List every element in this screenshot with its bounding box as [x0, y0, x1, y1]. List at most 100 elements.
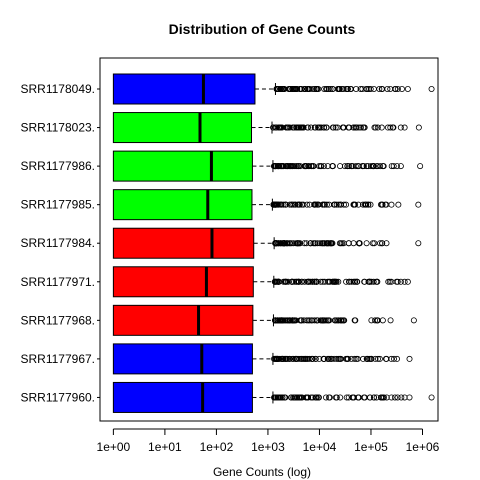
box	[112, 112, 253, 144]
outlier-point	[363, 201, 370, 208]
outlier-point	[343, 355, 350, 362]
outlier-point	[286, 201, 293, 208]
outlier-point	[368, 278, 375, 285]
outlier-point	[351, 355, 358, 362]
outlier-point	[282, 278, 289, 285]
outlier-point	[297, 240, 304, 247]
outlier-point	[391, 355, 398, 362]
outlier-point	[311, 86, 318, 93]
outlier-point	[281, 240, 288, 247]
outlier-point	[273, 278, 280, 285]
outlier-point	[295, 124, 302, 131]
outlier-point	[315, 124, 322, 131]
outlier-point	[397, 278, 404, 285]
outlier-point	[384, 86, 391, 93]
outlier-point	[309, 317, 316, 324]
outlier-point	[385, 278, 392, 285]
outlier-point	[303, 355, 310, 362]
outlier-point	[383, 394, 390, 401]
outlier-point	[377, 163, 384, 170]
outlier-point	[401, 394, 408, 401]
x-tick-label: 1e+06	[406, 440, 440, 454]
chart-title: Distribution of Gene Counts	[169, 21, 356, 37]
outlier-point	[332, 124, 339, 131]
outlier-point	[298, 278, 305, 285]
x-axis-label: Gene Counts (log)	[213, 465, 311, 479]
outlier-point	[271, 278, 278, 285]
outlier-point	[367, 86, 374, 93]
outlier-point	[347, 86, 354, 93]
outlier-point	[306, 201, 313, 208]
outlier-point	[395, 201, 402, 208]
outlier-point	[319, 201, 326, 208]
box	[112, 73, 256, 105]
outlier-point	[309, 394, 316, 401]
outlier-point	[387, 86, 394, 93]
outlier-point	[309, 355, 316, 362]
outlier-point	[301, 163, 308, 170]
outlier-point	[323, 86, 330, 93]
outlier-point	[391, 394, 398, 401]
outlier-point	[363, 86, 370, 93]
outlier-point-max	[406, 355, 413, 362]
outlier-point	[301, 278, 308, 285]
outlier-point	[284, 355, 291, 362]
outlier-point	[370, 163, 377, 170]
outlier-point	[277, 394, 284, 401]
outlier-point	[376, 355, 383, 362]
outlier-point	[360, 355, 367, 362]
outlier-point	[373, 163, 380, 170]
outlier-point	[363, 240, 370, 247]
x-tick-label: 1e+02	[200, 440, 234, 454]
outlier-point	[313, 317, 320, 324]
x-tick-label: 1e+04	[303, 440, 337, 454]
outlier-point	[296, 201, 303, 208]
outlier-point	[390, 163, 397, 170]
outlier-point	[367, 201, 374, 208]
outlier-point	[275, 278, 282, 285]
outlier-point	[345, 278, 352, 285]
outlier-point	[345, 240, 352, 247]
outlier-point	[298, 124, 305, 131]
outlier-point-max	[428, 394, 435, 401]
outlier-point	[306, 86, 313, 93]
outlier-point	[367, 394, 374, 401]
outlier-point	[290, 86, 297, 93]
plot-area: 1e+00 1e+01 1e+02 1e+03 1e+04 1e+05 1e+06 SRR11…	[21, 57, 440, 454]
outlier-point	[315, 86, 322, 93]
outlier-point	[406, 394, 413, 401]
outlier-point	[330, 201, 337, 208]
outlier-point	[306, 317, 313, 324]
outlier-point	[290, 201, 297, 208]
outlier-point	[323, 201, 330, 208]
outlier-point	[325, 355, 332, 362]
outlier-point	[284, 317, 291, 324]
x-tick-label: 1e+03	[251, 440, 285, 454]
outlier-point	[270, 124, 277, 131]
outlier-point	[312, 355, 319, 362]
outlier-point	[335, 317, 342, 324]
outlier-point-max	[415, 240, 422, 247]
outlier-point	[294, 355, 301, 362]
outlier-point	[377, 240, 384, 247]
outlier-point	[360, 163, 367, 170]
outlier-point	[320, 355, 327, 362]
outlier-point	[370, 86, 377, 93]
plot-frame	[99, 57, 439, 422]
outlier-point	[339, 240, 346, 247]
outlier-point	[305, 278, 312, 285]
outlier-point	[295, 163, 302, 170]
outlier-point	[353, 124, 360, 131]
outlier-point	[383, 240, 390, 247]
outlier-point	[317, 240, 324, 247]
outlier-point	[374, 278, 381, 285]
outlier-point	[274, 317, 281, 324]
outlier-point	[380, 163, 387, 170]
category-label: SRR1177985.	[21, 198, 96, 212]
outlier-point	[361, 394, 368, 401]
x-tick-label: 1e+05	[354, 440, 388, 454]
outlier-point	[311, 201, 318, 208]
outlier-point	[378, 124, 385, 131]
outlier-point	[317, 163, 324, 170]
